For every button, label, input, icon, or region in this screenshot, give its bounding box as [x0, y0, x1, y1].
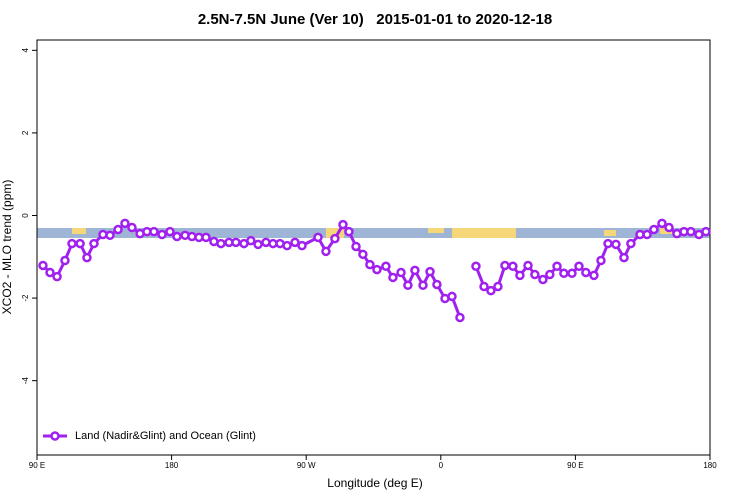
- data-point: [351, 241, 361, 252]
- data-point: [418, 280, 428, 291]
- data-point: [581, 267, 591, 278]
- y-axis-label: XCO2 - MLO trend (ppm): [0, 180, 14, 315]
- data-point: [686, 226, 696, 237]
- ocean-strip: [37, 228, 710, 238]
- y-tick-label: -2: [21, 294, 30, 302]
- data-point: [149, 226, 159, 237]
- y-tick-label: 0: [21, 213, 30, 218]
- data-point: [664, 222, 674, 233]
- data-point: [338, 219, 348, 230]
- data-point: [253, 239, 263, 250]
- data-point: [381, 261, 391, 272]
- data-point: [425, 266, 435, 277]
- data-point: [297, 240, 307, 251]
- data-point: [447, 291, 457, 302]
- data-point: [486, 285, 496, 296]
- data-point: [657, 218, 667, 229]
- data-point: [313, 232, 323, 243]
- data-point: [201, 232, 211, 243]
- data-point: [282, 240, 292, 251]
- x-tick-label: 180: [165, 461, 179, 470]
- data-point: [471, 261, 481, 272]
- plot-frame: [36, 39, 711, 456]
- y-tick-label: -4: [21, 377, 30, 385]
- data-point: [396, 267, 406, 278]
- data-point: [60, 255, 70, 266]
- data-point: [410, 265, 420, 276]
- x-tick-label: 90 E: [567, 461, 583, 470]
- x-tick-label: 90 E: [29, 461, 45, 470]
- land-patch: [326, 228, 344, 238]
- data-point: [626, 238, 636, 249]
- data-point: [649, 224, 659, 235]
- data-point: [701, 226, 711, 237]
- y-tick-label: 4: [21, 48, 30, 53]
- x-tick-label: 180: [703, 461, 717, 470]
- data-point: [574, 261, 584, 272]
- data-point: [388, 272, 398, 283]
- data-point: [603, 238, 613, 249]
- data-point: [523, 260, 533, 271]
- data-point: [231, 237, 241, 248]
- data-point: [120, 218, 130, 229]
- data-point: [165, 226, 175, 237]
- data-point: [515, 270, 525, 281]
- data-point: [89, 238, 99, 249]
- land-patch: [72, 228, 86, 234]
- chart-title: 2.5N-7.5N June (Ver 10) 2015-01-01 to 20…: [198, 11, 552, 28]
- data-point: [596, 255, 606, 266]
- data-point: [500, 260, 510, 271]
- data-point: [105, 230, 115, 241]
- data-point: [113, 224, 123, 235]
- data-point: [545, 269, 555, 280]
- y-tick-label: 2: [21, 130, 30, 135]
- data-point: [82, 252, 92, 263]
- data-point: [75, 238, 85, 249]
- data-point: [493, 281, 503, 292]
- legend-marker: [50, 431, 60, 441]
- data-point: [330, 233, 340, 244]
- land-patch: [452, 228, 516, 238]
- legend-label: Land (Nadir&Glint) and Ocean (Glint): [75, 430, 256, 442]
- data-point: [67, 238, 77, 249]
- data-point: [52, 271, 62, 282]
- data-point: [290, 237, 300, 248]
- x-tick-label: 90 W: [297, 461, 316, 470]
- data-point: [127, 222, 137, 233]
- data-point: [365, 259, 375, 270]
- data-point: [619, 252, 629, 263]
- data-point: [552, 261, 562, 272]
- data-point: [559, 268, 569, 279]
- data-point: [172, 231, 182, 242]
- data-point: [38, 260, 48, 271]
- data-point: [321, 246, 331, 257]
- data-point: [216, 238, 226, 249]
- data-point: [372, 264, 382, 275]
- data-point: [246, 235, 256, 246]
- data-point: [157, 229, 167, 240]
- legend-item: Land (Nadir&Glint) and Ocean (Glint): [43, 430, 256, 442]
- land-patch: [428, 228, 444, 233]
- data-point: [538, 274, 548, 285]
- data-point: [344, 226, 354, 237]
- data-point: [358, 249, 368, 260]
- data-point: [432, 279, 442, 290]
- data-point: [589, 270, 599, 281]
- data-point: [642, 229, 652, 240]
- data-point: [45, 267, 55, 278]
- data-point: [611, 239, 621, 250]
- x-axis-label: Longitude (deg E): [327, 476, 422, 490]
- land-patch: [604, 230, 616, 236]
- data-point: [508, 261, 518, 272]
- data-point: [567, 268, 577, 279]
- data-point: [455, 312, 465, 323]
- data-point: [479, 281, 489, 292]
- data-point: [403, 280, 413, 291]
- x-tick-label: 0: [439, 461, 444, 470]
- data-point: [530, 269, 540, 280]
